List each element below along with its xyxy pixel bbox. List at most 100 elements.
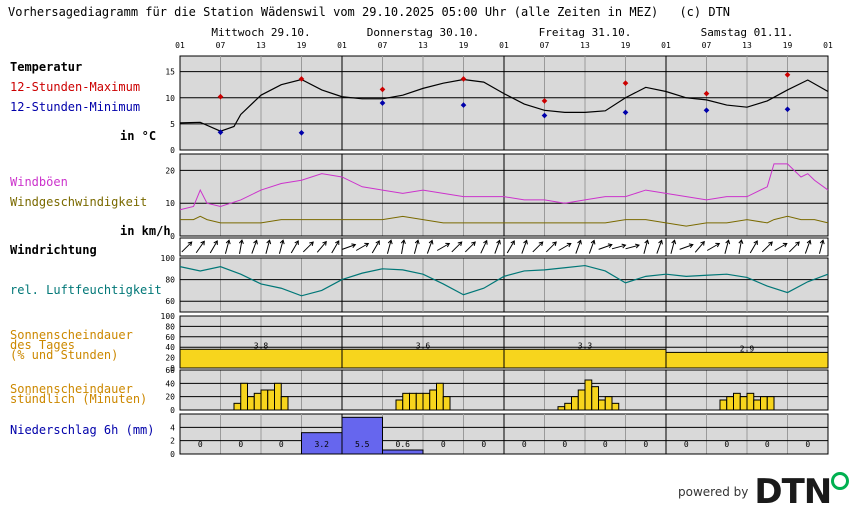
hour-tick-label: 19 <box>783 41 793 50</box>
wind-arrow-head <box>795 241 800 247</box>
wind-arrow <box>788 241 800 253</box>
sun-hourly-bar <box>233 402 242 411</box>
sun-hourly-bar <box>253 392 262 411</box>
wind-arrow-head <box>700 240 705 246</box>
sun-hourly-bar <box>422 392 431 411</box>
hour-tick-label: 13 <box>742 41 752 50</box>
sun-hourly-bar <box>402 392 410 411</box>
sun-hourly-bar <box>598 399 606 411</box>
temperature-title: Temperatur <box>10 60 82 74</box>
wind-arrow-head <box>414 239 420 245</box>
wind-arrow-head <box>387 239 393 245</box>
hour-tick-label: 01 <box>175 41 185 50</box>
wind-arrow-head <box>428 239 434 245</box>
temperature-max-marker <box>622 80 629 86</box>
sun-hourly-bar <box>611 402 620 411</box>
wind-arrow-head <box>552 241 557 247</box>
copyright: (c) DTN <box>679 5 731 19</box>
wind-arrow-head <box>621 243 627 249</box>
wind-speed-line <box>180 215 829 227</box>
sun-hourly-bar <box>436 382 444 411</box>
wind-arrow-head <box>238 239 244 245</box>
temperature-max-marker <box>217 93 224 100</box>
wind-arrow <box>251 240 258 254</box>
wind-arrow <box>575 240 582 254</box>
precip-value-label: 0 <box>643 440 648 449</box>
temperature-max-marker <box>784 71 791 78</box>
wind-arrow-head <box>471 241 476 247</box>
sun-hourly-bar <box>604 396 613 411</box>
wind-arrow-head <box>607 243 613 249</box>
sun-hourly-bar <box>267 389 275 411</box>
wind-arrow <box>588 240 595 254</box>
wind-arrow-head <box>635 243 640 249</box>
wind-arrow-head <box>566 242 572 248</box>
wind-arrow <box>724 240 730 254</box>
wind-speed-label: Windgeschwindigkeit <box>10 195 147 209</box>
sun-hourly-bar <box>260 389 269 411</box>
sun-hourly-y-tick-label: 0 <box>170 406 175 415</box>
precip-value-label: 0 <box>522 440 527 449</box>
powered-by-text: powered by <box>678 485 749 499</box>
sun-daily-y-tick-label: 60 <box>165 333 175 342</box>
precip-value-label: 0 <box>603 440 608 449</box>
hour-tick-label: 13 <box>418 41 428 50</box>
wind-arrow-head <box>577 239 582 245</box>
sun-daily-y-tick-label: 100 <box>161 312 176 321</box>
dtn-logo-mark-icon <box>831 472 850 490</box>
temperature-max-marker <box>460 76 467 82</box>
page-title: Vorhersagediagramm für die Station Wäden… <box>8 5 659 19</box>
wind-arrow <box>494 240 501 254</box>
humidity-line <box>179 264 829 297</box>
sun-daily-y-tick-label: 20 <box>165 354 175 363</box>
temperature-max-marker <box>298 76 305 82</box>
wind-arrow <box>611 244 626 250</box>
sun-daily-bar <box>503 348 667 369</box>
sun-hourly-bar <box>442 396 451 411</box>
wind-arrow <box>625 244 640 250</box>
wind-arrow-head <box>309 241 314 247</box>
precip-bar <box>382 449 424 455</box>
sun-hourly-bar <box>739 396 748 411</box>
wind-arrow-head <box>819 239 825 245</box>
sun-daily-bar <box>665 351 829 369</box>
wind-arrow-head <box>213 240 218 245</box>
temperature-min-marker <box>784 106 791 113</box>
sun-daily-y-tick-label: 40 <box>165 343 175 352</box>
wind-arrow-head <box>375 240 380 245</box>
sun-daily-value-label: 3.3 <box>578 341 593 350</box>
hour-tick-label: 19 <box>621 41 631 50</box>
hour-tick-label: 07 <box>702 41 712 50</box>
sun-daily-value-label: 3.6 <box>416 341 431 350</box>
wind-arrow-head <box>806 239 812 245</box>
sun-hourly-y-tick-label: 40 <box>165 379 175 388</box>
wind-arrow <box>278 240 284 254</box>
wind-arrow <box>290 240 299 254</box>
wind-y-tick-label: 0 <box>170 232 175 241</box>
temperature-min-marker <box>379 100 386 106</box>
temperature-min-label: 12-Stunden-Minimum <box>10 100 140 114</box>
sun-hourly-bar <box>415 392 424 411</box>
wind-arrow-head <box>266 239 272 245</box>
wind-arrow-head <box>496 239 501 245</box>
temperature-min-marker <box>460 102 467 108</box>
wind-arrow <box>656 240 663 254</box>
wind-arrow-head <box>658 239 663 245</box>
temperature-y-tick-label: 10 <box>165 94 175 103</box>
sun-daily-title: Sonnenscheindauer <box>10 328 133 342</box>
wind-gust-label: Windböen <box>10 175 68 189</box>
precip-value-label: 3.2 <box>315 440 330 449</box>
temperature-max-marker <box>541 98 548 104</box>
sun-hourly-bar <box>280 396 289 411</box>
precip-value-label: 0.6 <box>396 440 411 449</box>
wind-arrow <box>386 240 392 254</box>
hour-tick-label: 01 <box>661 41 671 50</box>
wind-arrow-head <box>483 239 488 245</box>
hour-tick-label: 19 <box>459 41 469 50</box>
sun-hourly-bar <box>409 392 417 411</box>
sun-hourly-bar <box>429 389 437 411</box>
wind-arrow <box>195 240 205 254</box>
wind-arrow <box>413 240 419 254</box>
sun-hourly-bar <box>395 399 404 411</box>
wind-arrow-head <box>715 242 721 248</box>
